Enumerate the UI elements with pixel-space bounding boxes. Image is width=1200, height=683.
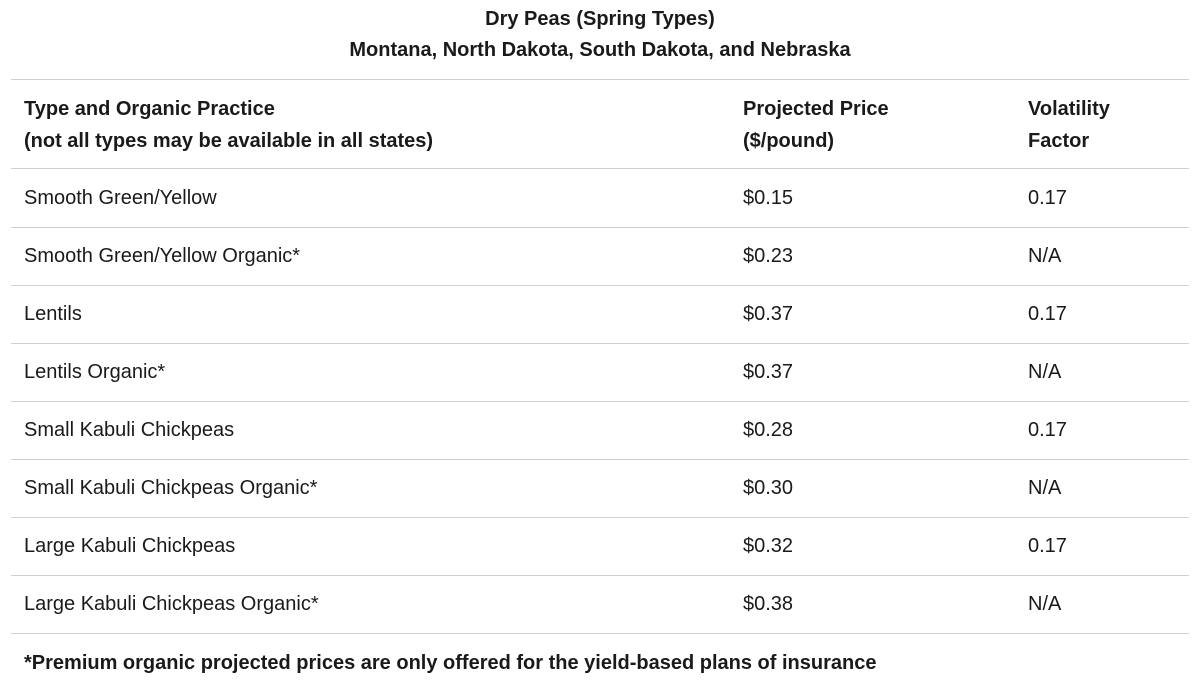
title-line-states: Montana, North Dakota, South Dakota, and… <box>349 39 851 61</box>
row-divider <box>11 401 1189 402</box>
cell-price: $0.28 <box>743 419 794 441</box>
cell-volatility: 0.17 <box>1028 303 1067 325</box>
header-type-line2: (not all types may be available in all s… <box>24 130 434 152</box>
header-type: Type and Organic Practice (not all types… <box>24 93 433 157</box>
table-row: Smooth Green/Yellow Organic* $0.23 N/A <box>0 227 1200 285</box>
row-divider <box>11 285 1189 286</box>
header-price-line1: Projected Price <box>743 98 889 120</box>
divider-top <box>11 79 1189 80</box>
cell-volatility: N/A <box>1028 477 1062 499</box>
header-price: Projected Price ($/pound) <box>743 93 889 157</box>
header-type-line1: Type and Organic Practice <box>24 98 275 120</box>
cell-price: $0.23 <box>743 245 794 267</box>
table-row: Smooth Green/Yellow $0.15 0.17 <box>0 169 1200 227</box>
cell-volatility: N/A <box>1028 361 1062 383</box>
cell-type: Small Kabuli Chickpeas Organic* <box>24 477 318 499</box>
cell-type: Smooth Green/Yellow <box>24 187 217 209</box>
table-row: Large Kabuli Chickpeas Organic* $0.38 N/… <box>0 575 1200 633</box>
header-volatility-line1: Volatility <box>1028 98 1110 120</box>
cell-price: $0.15 <box>743 187 794 209</box>
cell-volatility: 0.17 <box>1028 187 1067 209</box>
cell-volatility: N/A <box>1028 593 1062 615</box>
row-divider <box>11 227 1189 228</box>
header-volatility-line2: Factor <box>1028 130 1090 152</box>
cell-type: Lentils Organic* <box>24 361 166 383</box>
cell-price: $0.37 <box>743 303 794 325</box>
row-divider <box>11 343 1189 344</box>
cell-price: $0.30 <box>743 477 794 499</box>
cell-type: Lentils <box>24 303 82 325</box>
table-row: Lentils Organic* $0.37 N/A <box>0 343 1200 401</box>
cell-price: $0.37 <box>743 361 794 383</box>
cell-price: $0.32 <box>743 535 794 557</box>
divider-bottom <box>11 633 1189 634</box>
cell-type: Large Kabuli Chickpeas <box>24 535 236 557</box>
row-divider <box>11 459 1189 460</box>
title-line-crop: Dry Peas (Spring Types) <box>485 8 715 30</box>
cell-type: Smooth Green/Yellow Organic* <box>24 245 301 267</box>
row-divider <box>11 517 1189 518</box>
cell-price: $0.38 <box>743 593 794 615</box>
footnote: *Premium organic projected prices are on… <box>24 652 877 674</box>
table-row: Small Kabuli Chickpeas $0.28 0.17 <box>0 401 1200 459</box>
cell-type: Large Kabuli Chickpeas Organic* <box>24 593 319 615</box>
cell-volatility: N/A <box>1028 245 1062 267</box>
divider-header <box>11 168 1189 169</box>
header-volatility: Volatility Factor <box>1028 93 1110 157</box>
cell-type: Small Kabuli Chickpeas <box>24 419 235 441</box>
table-title: Dry Peas (Spring Types) Montana, North D… <box>0 4 1200 66</box>
table-row: Lentils $0.37 0.17 <box>0 285 1200 343</box>
table-row: Large Kabuli Chickpeas $0.32 0.17 <box>0 517 1200 575</box>
row-divider <box>11 575 1189 576</box>
header-price-line2: ($/pound) <box>743 130 835 152</box>
cell-volatility: 0.17 <box>1028 535 1067 557</box>
table-row: Small Kabuli Chickpeas Organic* $0.30 N/… <box>0 459 1200 517</box>
cell-volatility: 0.17 <box>1028 419 1067 441</box>
